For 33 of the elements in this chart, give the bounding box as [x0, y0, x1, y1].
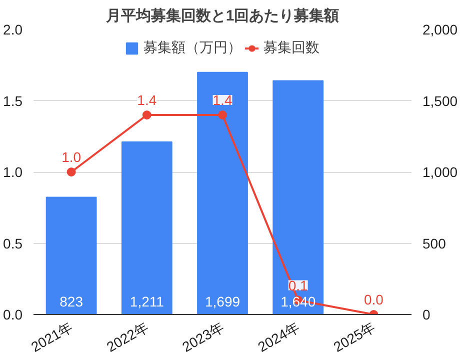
legend-label: 募集額（万円）	[144, 39, 242, 57]
point	[142, 110, 152, 120]
data-label: 1.4	[137, 92, 157, 108]
data-label: 1.0	[62, 149, 82, 165]
x-tick-label: 2022年	[104, 318, 151, 355]
chart-title: 月平均募集回数と1回あたり募集額	[104, 8, 340, 24]
y2-tick-label: 2,000	[422, 22, 458, 38]
bar	[46, 196, 97, 314]
x-tick-label: 2021年	[28, 318, 76, 355]
bar	[272, 80, 324, 314]
y-tick-label: 0.5	[3, 235, 23, 252]
x-tick-label: 2023年	[179, 318, 227, 355]
point	[66, 168, 76, 176]
data-label: 823	[60, 294, 84, 310]
y2-tick-label: 1,500	[422, 92, 458, 109]
bar	[121, 141, 172, 314]
data-label: 1.4	[212, 92, 232, 108]
x-tick-label: 2024年	[255, 318, 302, 355]
data-label: 0.1	[288, 277, 308, 294]
data-label: 1,211	[130, 294, 164, 310]
data-label: 1,699	[204, 294, 240, 310]
x-tick-label: 2025年	[330, 318, 378, 355]
y2-tick-label: 0	[422, 306, 430, 322]
bar	[197, 72, 248, 314]
y-tick-label: 1.0	[3, 164, 23, 180]
y-tick-label: 0.0	[3, 306, 23, 322]
y-tick-label: 1.5	[3, 92, 23, 109]
y-tick-label: 2.0	[3, 22, 23, 38]
point	[218, 110, 227, 120]
legend-label: 募集回数	[264, 39, 320, 57]
y2-tick-label: 500	[422, 235, 446, 252]
data-label: 0.0	[364, 292, 384, 308]
y2-tick-label: 1,000	[422, 164, 458, 180]
